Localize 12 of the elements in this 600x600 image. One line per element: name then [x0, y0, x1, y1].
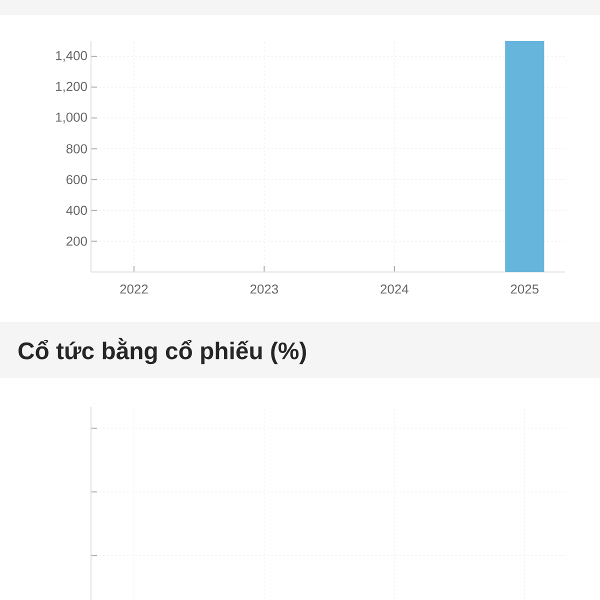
y-tick-label: 1,000 — [56, 112, 87, 124]
y-tick-label: 1,200 — [56, 82, 87, 93]
y-tick-label: 400 — [66, 206, 87, 215]
text: Cổ tức bằng cổ phiếu (%) — [18, 338, 306, 364]
x-tick-label: 2024 — [380, 284, 408, 294]
y-tick-label: 200 — [66, 236, 87, 246]
y-tick-label: 800 — [66, 144, 87, 154]
y-tick-label: 600 — [66, 175, 87, 184]
x-tick-label: 2025 — [510, 284, 538, 294]
x-tick-label: 2022 — [120, 284, 148, 294]
x-tick-label: 2023 — [250, 284, 278, 294]
y-tick-label: 1,400 — [56, 51, 87, 62]
